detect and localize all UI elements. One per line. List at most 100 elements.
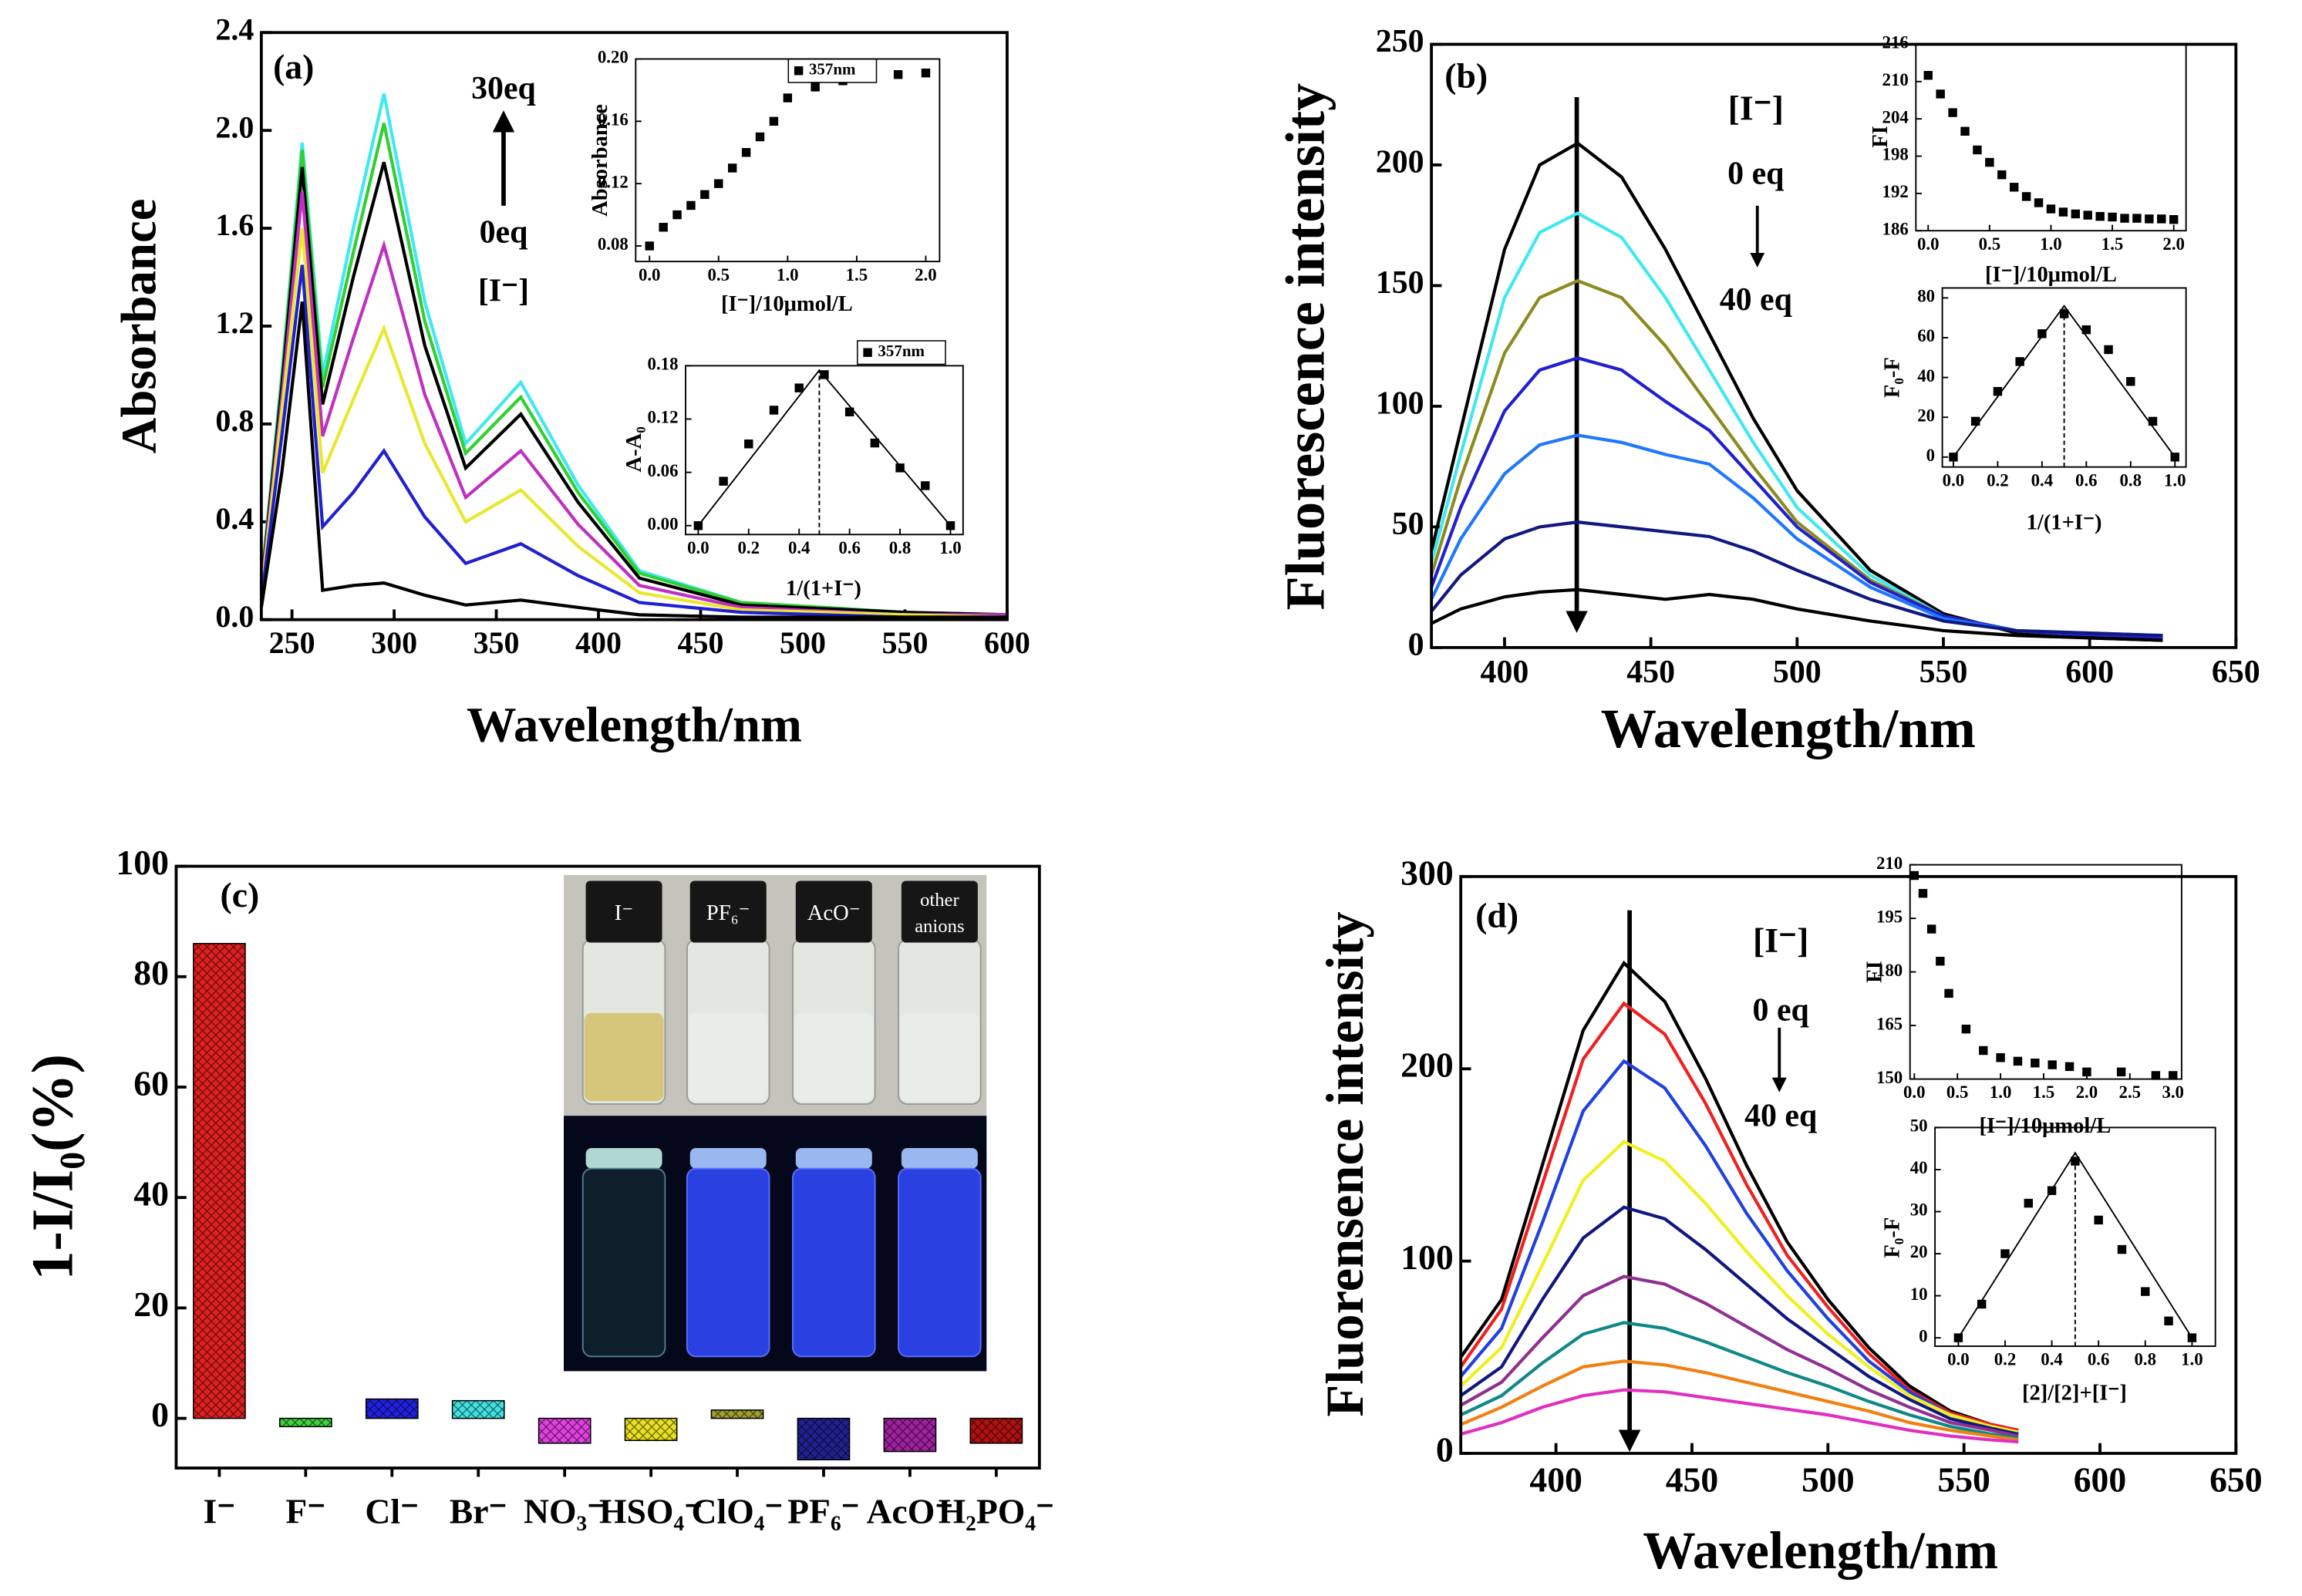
x-tick-label: H₂PO₄⁻ bbox=[939, 1491, 1054, 1530]
x-tick-label: 450 bbox=[1666, 1460, 1719, 1499]
spectrum-line bbox=[1431, 588, 2163, 642]
data-point bbox=[820, 370, 829, 379]
annotation: 0 eq bbox=[1753, 993, 1809, 1029]
x-tick-label: 0.2 bbox=[1994, 1350, 2017, 1369]
vial-liquid bbox=[688, 1012, 768, 1102]
data-point bbox=[2116, 1067, 2126, 1077]
y-tick-label: 0 bbox=[1408, 627, 1424, 662]
y-tick-label: 40 bbox=[1910, 1158, 1928, 1177]
plot-frame bbox=[685, 365, 964, 536]
data-point bbox=[659, 223, 668, 232]
x-tick-label: 0.4 bbox=[788, 538, 811, 557]
x-tick-label: 0.2 bbox=[1987, 470, 2009, 490]
plot-frame bbox=[1459, 874, 2238, 1455]
y-tick-label: 100 bbox=[1400, 1237, 1454, 1277]
plot-frame bbox=[1430, 42, 2238, 649]
plot-frame bbox=[1909, 864, 2182, 1080]
x-tick-label: 0.5 bbox=[708, 265, 730, 285]
data-point bbox=[2126, 377, 2135, 386]
y-tick-label: 20 bbox=[1917, 406, 1935, 425]
data-point bbox=[769, 116, 779, 126]
data-point bbox=[2169, 215, 2179, 224]
vial-cap bbox=[901, 880, 978, 943]
annotation: (c) bbox=[221, 875, 260, 914]
y-tick-label: 204 bbox=[1882, 107, 1909, 126]
plot-frame bbox=[1915, 43, 2187, 232]
x-tick-label: 2.0 bbox=[2076, 1083, 2098, 1102]
plot-frame bbox=[259, 31, 1009, 621]
y-tick-label: 200 bbox=[1376, 145, 1424, 180]
x-tick-label: 2.0 bbox=[915, 265, 937, 285]
y-tick-label: 0 bbox=[1919, 1326, 1927, 1345]
y-axis-label: FI bbox=[1869, 126, 1892, 148]
y-tick-label: 198 bbox=[1882, 145, 1909, 164]
y-tick-label: 1.2 bbox=[215, 305, 254, 340]
spectrum-line bbox=[1430, 520, 2163, 638]
vial-cap bbox=[795, 880, 872, 943]
bar-hatch bbox=[279, 1418, 332, 1427]
y-tick-label: 0.16 bbox=[598, 110, 629, 130]
y-tick-label: 300 bbox=[1400, 853, 1454, 892]
data-point bbox=[1996, 1053, 2005, 1062]
y-axis-label: Fluorescence intensity bbox=[1275, 83, 1336, 611]
x-tick-label: 300 bbox=[371, 625, 417, 660]
data-point bbox=[2047, 1186, 2057, 1195]
x-tick-label: 550 bbox=[1919, 655, 1968, 690]
bar-hatch bbox=[711, 1409, 763, 1419]
x-axis-label: [I⁻]/10μmol/L bbox=[721, 292, 853, 316]
annotation: (d) bbox=[1475, 896, 1518, 935]
data-point bbox=[1960, 126, 1970, 136]
data-point bbox=[1985, 157, 1994, 167]
spectrum-line bbox=[1459, 1140, 2019, 1434]
y-tick-label: 0.08 bbox=[598, 234, 629, 254]
x-tick-label: 0.2 bbox=[738, 538, 760, 557]
x-tick-label: 650 bbox=[2209, 1460, 2263, 1499]
y-tick-label: 100 bbox=[1376, 386, 1424, 422]
spectrum-line bbox=[259, 191, 1007, 617]
y-axis-label: FI bbox=[1862, 961, 1886, 983]
data-point bbox=[2071, 209, 2081, 219]
data-point bbox=[700, 190, 709, 200]
x-tick-label: 550 bbox=[881, 625, 928, 660]
spectrum-line bbox=[1459, 960, 2019, 1433]
data-point bbox=[2170, 453, 2179, 462]
data-point bbox=[2104, 345, 2113, 355]
y-tick-label: 195 bbox=[1876, 907, 1903, 926]
x-tick-label: F⁻ bbox=[285, 1491, 325, 1530]
data-point bbox=[1953, 1333, 1963, 1342]
x-tick-label: PF₆⁻ bbox=[787, 1491, 860, 1530]
photo-label: AcO⁻ bbox=[807, 901, 861, 925]
data-point bbox=[2064, 1062, 2074, 1072]
y-tick-label: 0 bbox=[1436, 1429, 1454, 1469]
data-point bbox=[870, 438, 880, 448]
y-axis-label: Absorbance bbox=[110, 199, 166, 454]
y-tick-label: 40 bbox=[133, 1174, 169, 1214]
spectrum-line bbox=[1460, 1359, 2019, 1442]
data-point bbox=[2132, 214, 2142, 223]
y-tick-label: 0.4 bbox=[215, 501, 254, 536]
x-tick-label: 2.5 bbox=[2119, 1083, 2142, 1102]
x-tick-label: 0.5 bbox=[1979, 234, 2001, 254]
x-axis-label: [I⁻]/10μmol/L bbox=[1985, 263, 2117, 287]
spectrum-line bbox=[259, 301, 1007, 619]
data-point bbox=[783, 93, 793, 103]
y-tick-label: 180 bbox=[1876, 961, 1903, 980]
y-tick-label: 60 bbox=[133, 1063, 169, 1103]
data-point bbox=[2151, 1071, 2161, 1080]
x-tick-label: Br⁻ bbox=[450, 1491, 507, 1530]
vial-liquid bbox=[899, 1012, 979, 1102]
x-axis-label: Wavelength/nm bbox=[467, 696, 802, 752]
data-point bbox=[672, 210, 682, 220]
x-tick-label: 0.0 bbox=[687, 538, 709, 557]
x-tick-label: 0.6 bbox=[838, 538, 861, 557]
spectrum-line bbox=[259, 264, 1007, 619]
x-tick-label: 400 bbox=[1529, 1460, 1582, 1499]
data-point bbox=[714, 179, 723, 188]
data-point bbox=[2013, 1056, 2023, 1066]
x-axis-label: Wavelength/nm bbox=[1601, 698, 1976, 759]
data-point bbox=[2081, 325, 2091, 335]
data-point bbox=[1993, 386, 2003, 396]
x-tick-label: 650 bbox=[2212, 655, 2260, 690]
